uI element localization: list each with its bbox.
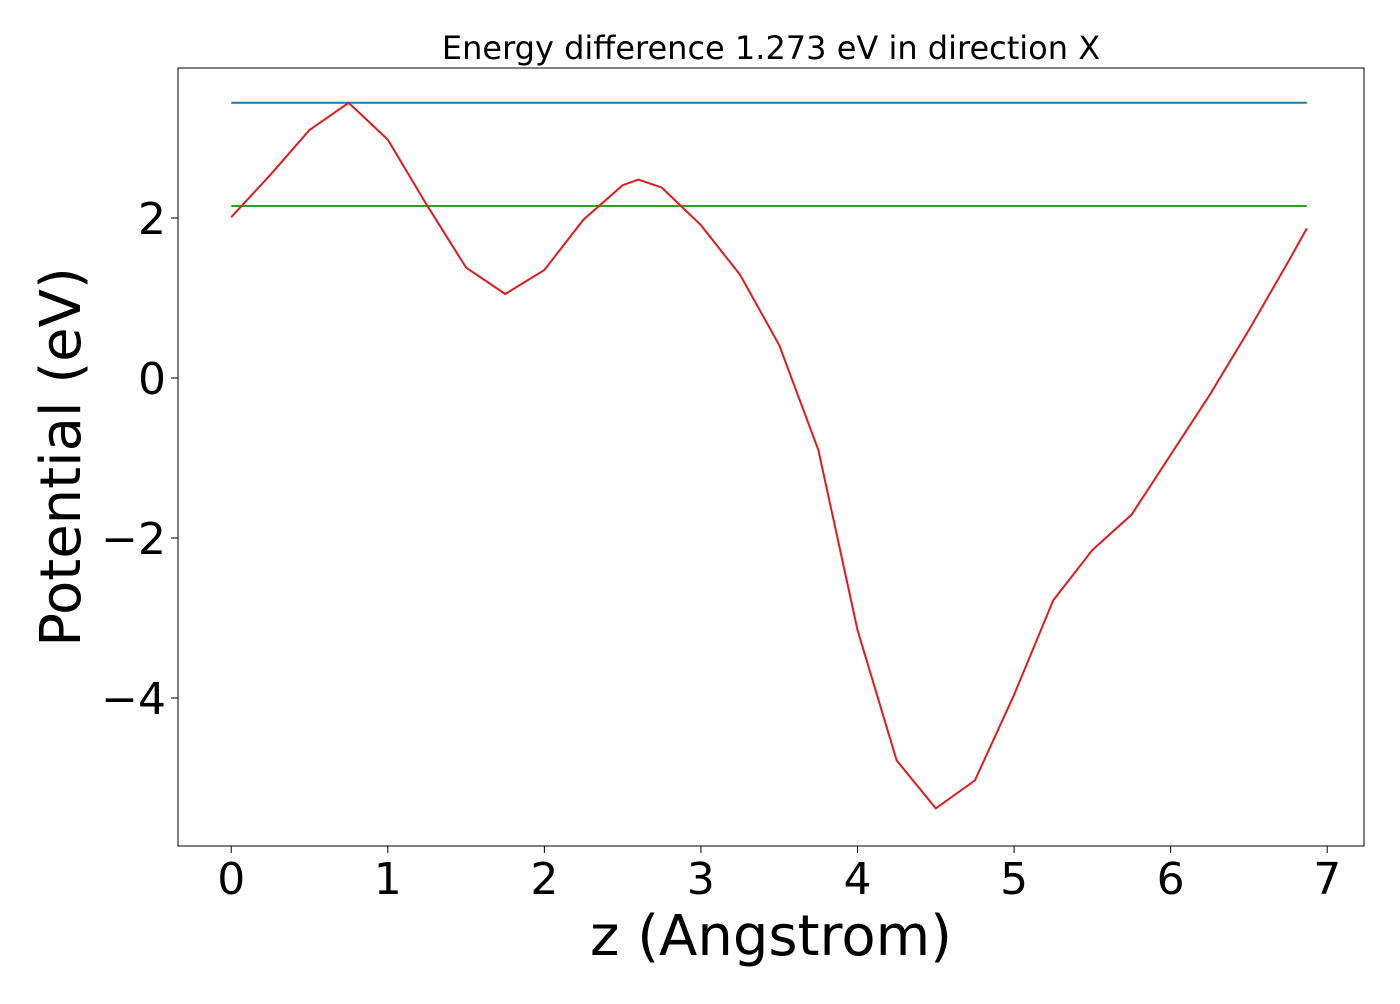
y-tick-label: −2 xyxy=(101,514,166,565)
x-tick-label: 2 xyxy=(530,854,558,905)
chart-title: Energy difference 1.273 eV in direction … xyxy=(442,29,1100,67)
y-tick-label: 2 xyxy=(138,194,166,245)
x-tick-label: 3 xyxy=(687,854,715,905)
x-tick-label: 6 xyxy=(1157,854,1185,905)
x-tick-label: 0 xyxy=(217,854,245,905)
x-tick-label: 4 xyxy=(844,854,872,905)
y-tick-label: 0 xyxy=(138,354,166,405)
x-tick-label: 7 xyxy=(1313,854,1341,905)
series-line xyxy=(230,101,1308,810)
x-axis-label: z (Angstrom) xyxy=(590,904,952,969)
y-tick-label: −4 xyxy=(101,674,166,725)
y-axis-label: Potential (eV) xyxy=(29,267,94,647)
plot-frame xyxy=(177,67,1365,847)
x-tick-label: 1 xyxy=(374,854,402,905)
x-tick-label: 5 xyxy=(1000,854,1028,905)
